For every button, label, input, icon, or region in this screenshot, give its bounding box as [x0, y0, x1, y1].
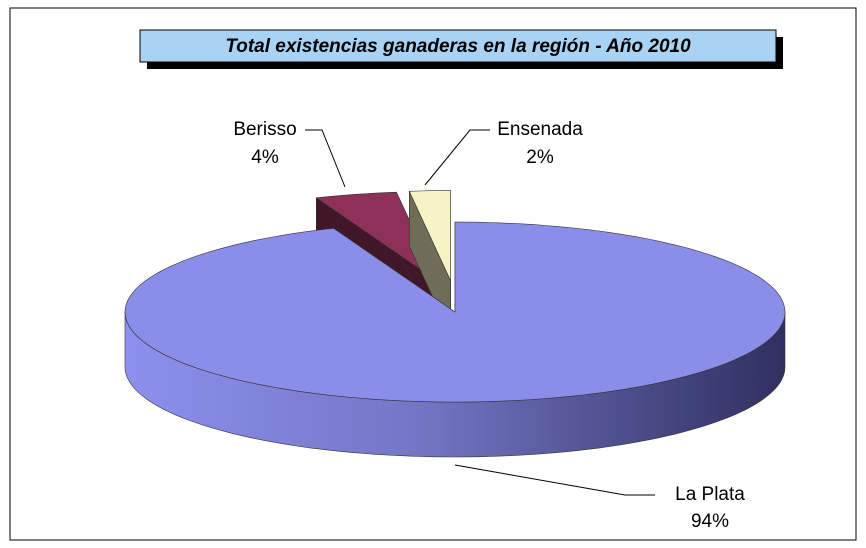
slice-label: Berisso	[233, 119, 296, 140]
leader-line	[454, 464, 655, 496]
slice	[124, 221, 786, 403]
slice-value-label: 4%	[251, 147, 279, 168]
leader-line	[305, 129, 346, 188]
slice-label: La Plata	[675, 484, 745, 505]
pie: La Plata 94% Berisso 4% Ensenada 2%	[124, 119, 786, 532]
slice	[408, 190, 451, 281]
slice-label: Ensenada	[497, 119, 583, 140]
chart-title: Total existencias ganaderas en la región…	[225, 36, 691, 57]
slice	[315, 191, 439, 283]
slice-value-label: 2%	[526, 147, 554, 168]
slice-value-label: 94%	[691, 511, 729, 532]
title-box	[139, 29, 777, 63]
leader-line	[424, 129, 490, 186]
